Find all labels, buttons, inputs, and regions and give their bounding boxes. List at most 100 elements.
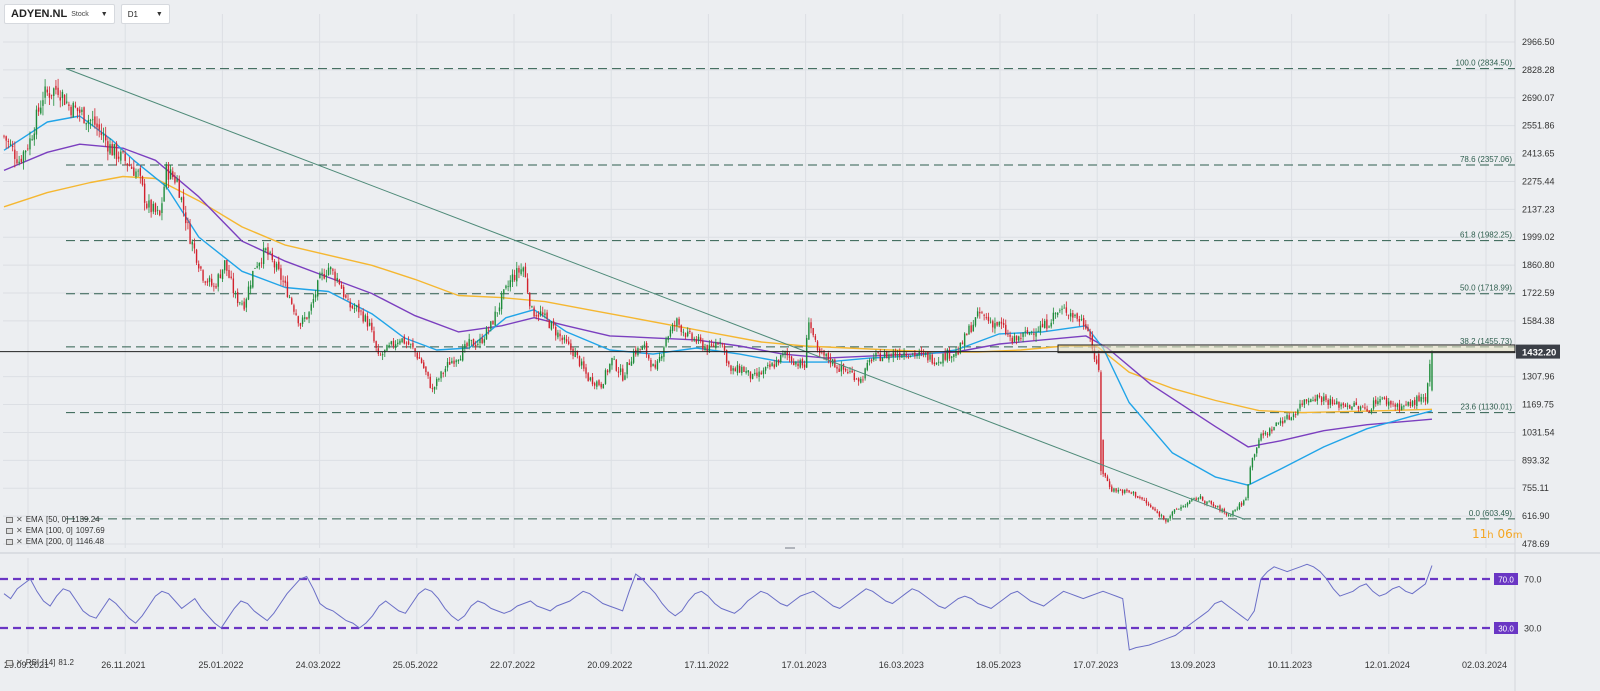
candle-body [1385, 397, 1388, 405]
candle-body [241, 303, 243, 305]
close-icon[interactable]: ✕ [16, 537, 23, 546]
candle-body [1407, 401, 1409, 406]
indicator-params: [100, 0] [46, 526, 73, 535]
candle-body [565, 339, 568, 342]
candle-body [304, 317, 306, 319]
candle-body [754, 372, 756, 375]
price-tick-label: 1722.59 [1522, 288, 1555, 298]
candle-body [455, 360, 457, 363]
candle-body [1115, 488, 1117, 492]
rsi-params: [14] [42, 658, 56, 667]
candle-body [758, 371, 760, 377]
price-tick-label: 1169.75 [1522, 400, 1554, 410]
candle-body [1007, 333, 1009, 335]
candle-body [1111, 486, 1113, 492]
candle-body [165, 164, 167, 188]
close-icon[interactable]: ✕ [16, 658, 23, 667]
candle-body [1015, 335, 1018, 341]
candle-body [55, 85, 57, 90]
candle-body [120, 151, 122, 161]
settings-icon[interactable] [6, 538, 13, 545]
settings-icon[interactable] [6, 516, 13, 523]
candle-body [613, 358, 615, 360]
candle-body [1195, 498, 1197, 501]
candle-body [1143, 500, 1145, 501]
trendline[interactable] [65, 68, 1246, 520]
candle-body [600, 383, 602, 388]
time-tick-label: 10.11.2023 [1268, 660, 1312, 670]
rsi-legend[interactable]: ✕ RSI [14] 81.2 [6, 658, 74, 667]
candle-body [834, 359, 836, 368]
price-tick-label: 2413.65 [1522, 149, 1555, 159]
candle-body [693, 338, 695, 341]
candle-body [1245, 498, 1247, 501]
candle-body [580, 361, 583, 366]
close-icon[interactable]: ✕ [16, 526, 23, 535]
candle-body [1154, 508, 1156, 511]
candle-body [853, 373, 856, 381]
ema100-legend[interactable]: ✕ EMA [100, 0] 1097.69 [6, 526, 105, 535]
candle-body [550, 321, 553, 330]
last-price-label: 1432.20 [1522, 348, 1556, 359]
candle-body [63, 94, 66, 105]
indicator-value: 1139.24 [71, 515, 100, 524]
candle-body [736, 365, 739, 373]
chevron-down-icon[interactable]: ▼ [155, 10, 163, 18]
candle-body [648, 354, 650, 359]
symbol-selector[interactable]: ADYEN.NL Stock ▼ [4, 4, 115, 24]
candle-body [946, 349, 949, 361]
candle-body [1054, 313, 1057, 315]
price-tick-label: 478.69 [1522, 539, 1550, 549]
timer-hours: 11 [1472, 527, 1488, 541]
rsi-level-tag [1494, 622, 1518, 634]
candle-body [286, 281, 289, 298]
candle-body [124, 153, 126, 161]
candle-body [717, 343, 719, 345]
candle-body [645, 342, 648, 355]
candle-body [836, 366, 838, 369]
time-tick-label: 25.01.2022 [198, 660, 243, 670]
candle-body [1390, 401, 1392, 405]
ema200-legend[interactable]: ✕ EMA [200, 0] 1146.48 [6, 537, 104, 546]
candle-body [777, 359, 780, 364]
candle-body [1275, 422, 1277, 427]
candle-body [888, 354, 890, 360]
candle-body [219, 274, 222, 279]
candle-body [1297, 409, 1299, 415]
candle-body [321, 272, 323, 275]
candle-body [1089, 331, 1091, 337]
candle-body [609, 363, 611, 372]
candle-body [1214, 506, 1217, 508]
candle-body [141, 176, 144, 185]
close-icon[interactable]: ✕ [16, 515, 23, 524]
candle-body [875, 352, 877, 357]
candle-body [345, 295, 347, 298]
candle-body [280, 268, 282, 280]
candle-body [643, 344, 646, 346]
candle-body [271, 253, 273, 260]
candle-body [914, 352, 916, 356]
chevron-down-icon[interactable]: ▼ [100, 10, 108, 18]
drawings[interactable] [0, 68, 1516, 520]
candle-body [1305, 399, 1308, 402]
candle-body [139, 168, 142, 176]
zone-rectangle[interactable] [1057, 344, 1516, 354]
candle-body [661, 356, 663, 359]
candle-body [725, 350, 728, 363]
rsi-level-tag-label: 70.0 [1498, 576, 1514, 585]
settings-icon[interactable] [6, 659, 13, 666]
candle-body [1182, 505, 1184, 507]
ema50-legend[interactable]: ✕ EMA [50, 0] 1139.24 [6, 515, 100, 524]
settings-icon[interactable] [6, 527, 13, 534]
candle-body [1279, 420, 1282, 424]
candle-body [487, 329, 490, 331]
candle-body [407, 341, 410, 345]
timeframe-selector[interactable]: D1 ▼ [120, 4, 170, 24]
candle-body [1294, 414, 1297, 415]
candle-body [1225, 513, 1228, 515]
candle-body [1333, 403, 1336, 404]
candle-body [896, 354, 899, 357]
candle-body [849, 371, 851, 372]
candle-body [1251, 457, 1254, 468]
